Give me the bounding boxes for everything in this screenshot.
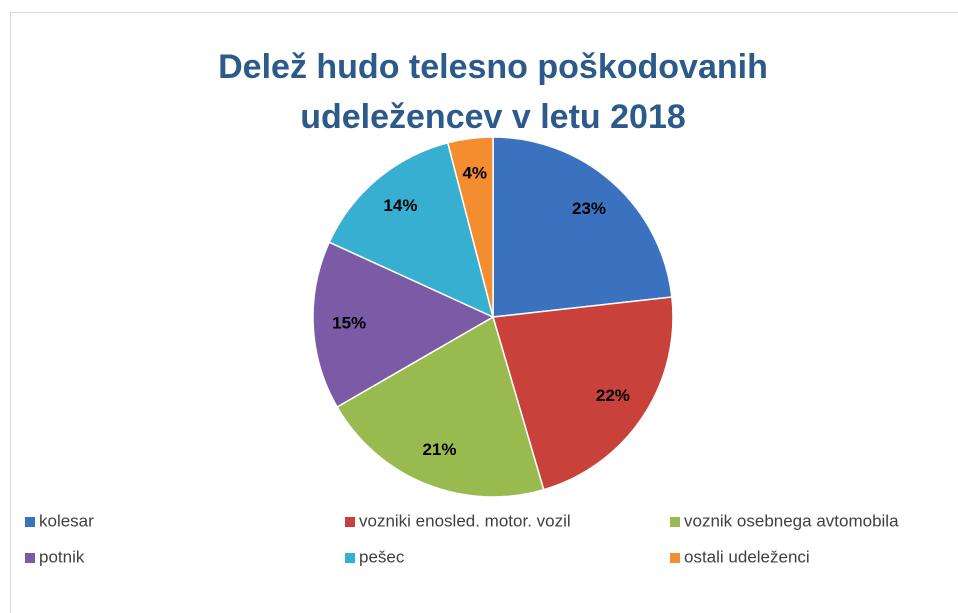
data-label: 14% <box>383 196 417 215</box>
legend-swatch <box>345 553 355 563</box>
data-label: 15% <box>332 313 366 332</box>
legend-label: vozniki enosled. motor. vozil <box>359 511 571 530</box>
legend-label: kolesar <box>39 511 94 530</box>
chart: 23% 22% 21% 15% 14% 4% kolesar vozniki enosled.… <box>25 136 899 566</box>
legend-label: potnik <box>39 547 85 566</box>
page: {"chart_data": {"type": "pie", "title": … <box>10 12 958 613</box>
legend-label: voznik osebnega avtomobila <box>684 511 899 530</box>
pie-slice <box>446 136 494 318</box>
pie-slice <box>336 315 545 498</box>
legend-swatch <box>670 517 680 527</box>
pie-slice <box>328 141 495 319</box>
pie-slice <box>312 241 495 409</box>
legend-swatch <box>345 517 355 527</box>
pie-slice <box>492 296 674 491</box>
legend-swatch <box>25 517 35 527</box>
data-label: 22% <box>596 386 630 405</box>
data-label: 21% <box>422 440 456 459</box>
data-label: 4% <box>462 164 487 183</box>
legend-label: ostali udeleženci <box>684 547 810 566</box>
legend-swatch <box>670 553 680 563</box>
data-label: 23% <box>572 199 606 218</box>
pie-slice <box>492 136 673 318</box>
legend-label: pešec <box>359 547 405 566</box>
legend-swatch <box>25 553 35 563</box>
chart-title: Delež hudo telesno poškodovanih udeležen… <box>218 48 768 136</box>
chart-border <box>10 12 958 613</box>
